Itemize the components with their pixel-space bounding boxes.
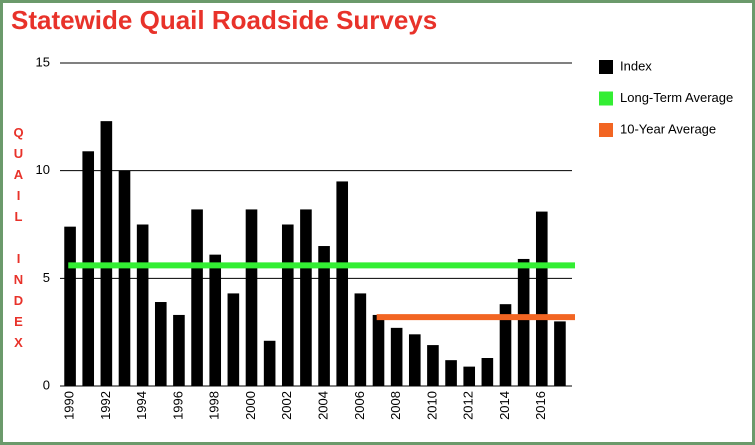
bar <box>173 314 185 386</box>
y-tick-label: 5 <box>43 270 50 285</box>
legend-label: Long-Term Average <box>620 90 733 105</box>
y-tick-label: 15 <box>36 54 50 69</box>
bar <box>372 314 385 386</box>
bar <box>64 226 76 386</box>
bar <box>118 170 131 386</box>
x-tick-label: 2014 <box>497 391 512 420</box>
y-tick-label: 10 <box>36 162 50 177</box>
legend-swatch <box>599 123 613 137</box>
bar <box>82 151 95 386</box>
chart-title: Statewide Quail Roadside Surveys <box>11 5 437 35</box>
chart: Statewide Quail Roadside Surveys 0 5 10 15 1… <box>11 5 733 420</box>
legend-swatch <box>599 91 613 106</box>
bar <box>209 254 222 386</box>
x-tick-label: 1998 <box>207 391 222 420</box>
x-tick-label: 1996 <box>170 391 185 420</box>
x-tick-label: 2002 <box>279 391 294 420</box>
bar <box>281 224 294 386</box>
x-tick-label: 2000 <box>243 391 258 420</box>
y-tick-label: 0 <box>43 377 50 392</box>
bar <box>191 209 203 386</box>
bar <box>499 304 512 386</box>
bar <box>554 321 566 386</box>
x-tick-label: 1990 <box>62 391 77 420</box>
x-tick-label: 2004 <box>316 391 331 420</box>
bar <box>318 246 330 386</box>
bar <box>463 366 476 386</box>
x-tick-label: 2006 <box>352 391 367 420</box>
bar <box>263 340 276 386</box>
x-tick-label: 2008 <box>388 391 403 420</box>
legend-label: 10-Year Average <box>620 121 716 136</box>
bar <box>136 224 149 386</box>
x-tick-label: 1992 <box>98 391 113 420</box>
bar <box>481 358 494 386</box>
x-tick-label: 2012 <box>461 391 476 420</box>
bar <box>535 211 548 386</box>
legend-label: Index <box>620 58 652 73</box>
bar <box>390 327 403 386</box>
x-tick-label: 2010 <box>424 391 439 420</box>
legend-swatch <box>599 60 613 74</box>
x-tick-label: 1994 <box>134 391 149 420</box>
bar <box>227 293 240 386</box>
bar <box>427 345 439 386</box>
y-axis-label: QUAIL INDEX <box>11 125 26 356</box>
bar <box>245 209 258 386</box>
bar <box>336 181 349 386</box>
x-tick-label: 2016 <box>533 391 548 420</box>
bar <box>354 293 367 386</box>
bar <box>100 121 113 386</box>
bar <box>445 360 457 386</box>
bar <box>517 258 530 386</box>
bar <box>154 302 167 386</box>
bar <box>408 334 421 386</box>
bar <box>300 209 312 386</box>
